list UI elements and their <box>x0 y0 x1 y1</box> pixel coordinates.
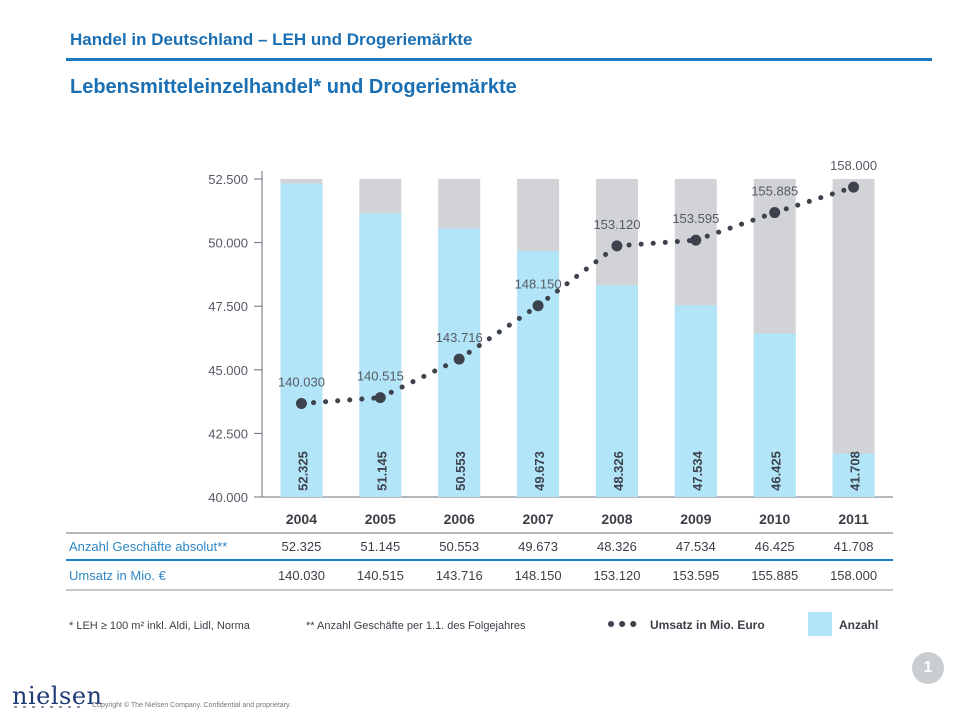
x-category-label: 2011 <box>838 511 869 527</box>
bar <box>359 213 402 498</box>
bar-background <box>832 179 875 497</box>
revenue-line-segment <box>772 184 857 216</box>
bar-value-label: 47.534 <box>690 450 705 491</box>
revenue-label: 155.885 <box>751 184 798 199</box>
table-cell: 158.000 <box>830 568 877 583</box>
section-header: Handel in Deutschland – LEH und Drogerie… <box>70 30 473 49</box>
y-tick-label: 52.500 <box>208 172 248 187</box>
table-row-label: Umsatz in Mio. € <box>69 568 167 583</box>
table-cell: 140.515 <box>357 568 404 583</box>
bar <box>832 453 875 497</box>
table-cell: 51.145 <box>360 539 400 554</box>
revenue-label: 153.120 <box>593 217 640 232</box>
revenue-point <box>453 353 465 365</box>
revenue-line-segment <box>614 237 699 249</box>
revenue-label: 153.595 <box>672 211 719 226</box>
page-number-badge: 1 <box>912 652 944 684</box>
bar-value-label: 49.673 <box>532 451 547 491</box>
revenue-line-segment <box>693 210 778 243</box>
slide-title: Lebensmitteleinzelhandel* und Drogeriemä… <box>70 76 517 98</box>
x-category-label: 2007 <box>522 511 553 527</box>
footnote: * LEH ≥ 100 m² inkl. Aldi, Lidl, Norma <box>69 620 251 632</box>
revenue-point <box>374 392 386 404</box>
revenue-line-segment <box>456 303 541 362</box>
revenue-point <box>690 234 702 246</box>
revenue-label: 143.716 <box>436 330 483 345</box>
x-category-label: 2009 <box>680 511 711 527</box>
table-cell: 153.595 <box>672 568 719 583</box>
y-tick-label: 40.000 <box>208 490 248 505</box>
header-divider <box>66 58 932 61</box>
revenue-label: 140.030 <box>278 374 325 389</box>
table-cell: 41.708 <box>834 539 874 554</box>
copyright-text: Copyright © The Nielsen Company. Confide… <box>92 702 291 709</box>
table-cell: 52.325 <box>282 539 322 554</box>
legend-bar-swatch <box>808 612 832 636</box>
table-cell: 148.150 <box>515 568 562 583</box>
y-tick-label: 50.000 <box>208 236 248 251</box>
bar-value-label: 48.326 <box>611 451 626 491</box>
table-cell: 155.885 <box>751 568 798 583</box>
revenue-point <box>611 240 623 252</box>
table-cell: 48.326 <box>597 539 637 554</box>
bar <box>517 250 560 497</box>
y-tick-label: 47.500 <box>208 299 248 314</box>
x-category-label: 2005 <box>365 511 396 527</box>
table-cell: 50.553 <box>439 539 479 554</box>
bar <box>595 285 638 497</box>
table-cell: 46.425 <box>755 539 795 554</box>
legend-label: Anzahl <box>839 618 878 632</box>
y-tick-label: 45.000 <box>208 363 248 378</box>
bar-value-label: 50.553 <box>453 451 468 491</box>
revenue-point <box>848 181 860 193</box>
table-cell: 49.673 <box>518 539 558 554</box>
revenue-line-segment <box>298 395 383 406</box>
bar-value-label: 52.325 <box>295 451 310 491</box>
y-tick-label: 42.500 <box>208 426 248 441</box>
revenue-label: 158.000 <box>830 158 877 173</box>
revenue-point <box>532 300 544 312</box>
revenue-line-segment <box>377 356 462 401</box>
x-category-label: 2010 <box>759 511 790 527</box>
nielsen-logo: nielsen <box>12 682 103 710</box>
revenue-line-segment <box>535 243 620 309</box>
bar <box>753 333 796 497</box>
bar <box>280 183 323 497</box>
table-cell: 143.716 <box>436 568 483 583</box>
x-category-label: 2006 <box>444 511 475 527</box>
revenue-label: 148.150 <box>515 277 562 292</box>
x-category-label: 2004 <box>286 511 317 527</box>
bar-value-label: 51.145 <box>374 451 389 491</box>
bar-value-label: 41.708 <box>848 451 863 491</box>
bar <box>674 305 717 497</box>
table-row-label: Anzahl Geschäfte absolut** <box>69 539 227 554</box>
table-cell: 153.120 <box>593 568 640 583</box>
table-cell: 47.534 <box>676 539 716 554</box>
footnote: ** Anzahl Geschäfte per 1.1. des Folgeja… <box>306 620 526 632</box>
logo-dots <box>14 706 84 708</box>
legend-label: Umsatz in Mio. Euro <box>650 618 765 632</box>
revenue-label: 140.515 <box>357 369 404 384</box>
bar-value-label: 46.425 <box>769 451 784 491</box>
revenue-point <box>769 207 781 219</box>
revenue-point <box>295 397 307 409</box>
x-category-label: 2008 <box>601 511 632 527</box>
table-cell: 140.030 <box>278 568 325 583</box>
